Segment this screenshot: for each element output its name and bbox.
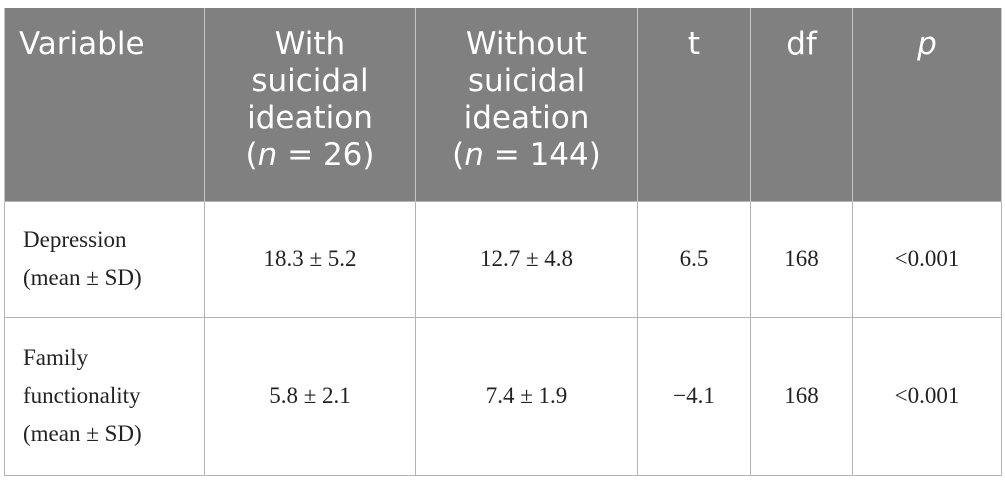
- header-with-line3: ideation: [247, 100, 373, 136]
- header-with-line2: suicidal: [251, 63, 369, 99]
- header-without-sample-size: (n = 144): [422, 137, 631, 174]
- header-with-suicidal-ideation: With suicidal ideation (n = 26): [204, 8, 416, 201]
- cell-family-with: 5.8 ± 2.1: [204, 316, 416, 476]
- header-without-n-open: (: [452, 137, 465, 173]
- label-family-line3: (mean ± SD): [23, 421, 142, 446]
- label-depression-line2: (mean ± SD): [23, 265, 142, 290]
- header-t-text: t: [687, 26, 701, 62]
- header-without-n-value: = 144): [483, 137, 601, 173]
- header-df-text: df: [786, 26, 817, 62]
- label-depression-line1: Depression: [23, 227, 127, 252]
- header-without-n-symbol: n: [464, 137, 484, 173]
- cell-depression-without: 12.7 ± 4.8: [415, 200, 638, 318]
- header-variable-text: Variable: [19, 26, 145, 62]
- header-without-suicidal-ideation: Without suicidal ideation (n = 144): [415, 8, 638, 201]
- comparison-table: Variable With suicidal ideation (n = 26)…: [4, 8, 1002, 476]
- header-row: Variable With suicidal ideation (n = 26)…: [4, 8, 1002, 201]
- header-p: p: [852, 8, 1002, 201]
- cell-family-df: 168: [750, 316, 853, 476]
- table-body: Depression (mean ± SD) 18.3 ± 5.2 12.7 ±…: [4, 200, 1002, 476]
- table-row-family-functionality: Family functionality (mean ± SD) 5.8 ± 2…: [4, 316, 1002, 476]
- label-family-line2: functionality: [23, 383, 141, 408]
- cell-depression-label: Depression (mean ± SD): [4, 200, 205, 318]
- data-table-container: Variable With suicidal ideation (n = 26)…: [4, 8, 1002, 476]
- cell-family-t: −4.1: [637, 316, 751, 476]
- header-variable: Variable: [4, 8, 205, 201]
- cell-depression-p: <0.001: [852, 200, 1002, 318]
- header-with-sample-size: (n = 26): [211, 137, 409, 174]
- cell-depression-with: 18.3 ± 5.2: [204, 200, 416, 318]
- label-family-line1: Family: [23, 345, 89, 370]
- cell-family-label: Family functionality (mean ± SD): [4, 316, 205, 476]
- header-p-text: p: [917, 26, 937, 62]
- table-header: Variable With suicidal ideation (n = 26)…: [4, 8, 1002, 201]
- header-with-n-value: = 26): [277, 137, 375, 173]
- header-without-line1: Without: [465, 26, 588, 62]
- cell-depression-t: 6.5: [637, 200, 751, 318]
- table-row-depression: Depression (mean ± SD) 18.3 ± 5.2 12.7 ±…: [4, 200, 1002, 318]
- header-with-line1: With: [274, 26, 346, 62]
- header-t: t: [637, 8, 751, 201]
- cell-family-p: <0.001: [852, 316, 1002, 476]
- header-df: df: [750, 8, 853, 201]
- header-without-line3: ideation: [463, 100, 590, 136]
- header-with-n-open: (: [245, 137, 258, 173]
- header-with-n-symbol: n: [257, 137, 278, 173]
- cell-family-without: 7.4 ± 1.9: [415, 316, 638, 476]
- cell-depression-df: 168: [750, 200, 853, 318]
- header-without-line2: suicidal: [467, 63, 586, 99]
